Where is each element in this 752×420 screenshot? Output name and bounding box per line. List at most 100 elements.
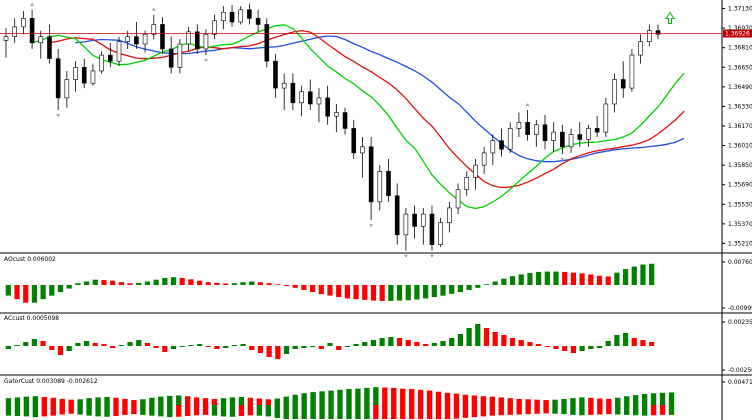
candle-body bbox=[473, 164, 478, 178]
candle-body bbox=[560, 131, 565, 148]
candle-body bbox=[490, 140, 496, 154]
fractal-down-arrow bbox=[403, 254, 408, 258]
alligator-lips-line bbox=[31, 24, 685, 210]
candle-body bbox=[64, 79, 70, 99]
candle-body bbox=[264, 24, 270, 62]
candle bbox=[255, 9, 261, 32]
candle bbox=[142, 30, 148, 53]
buy-signal-arrow-icon bbox=[665, 11, 675, 24]
price-tick-label: 1.35850 bbox=[728, 162, 752, 169]
candle-body bbox=[177, 43, 183, 68]
candle-body bbox=[125, 36, 131, 42]
price-tick-label: 1.36810 bbox=[728, 45, 752, 52]
fractal-down-arrow bbox=[203, 59, 208, 63]
candle bbox=[420, 207, 426, 245]
fractal-up-arrow bbox=[30, 2, 35, 6]
price-tick-label: 1.35370 bbox=[728, 221, 752, 228]
candle-body bbox=[90, 70, 96, 84]
candle-body bbox=[168, 48, 174, 68]
candle bbox=[438, 217, 443, 248]
candle bbox=[290, 73, 296, 111]
candle-body bbox=[203, 33, 209, 50]
candle bbox=[638, 34, 643, 64]
candle bbox=[568, 128, 574, 153]
candle-body bbox=[290, 82, 296, 104]
candle-body bbox=[455, 189, 461, 209]
candle-body bbox=[212, 20, 217, 35]
candle bbox=[281, 73, 287, 111]
candle-body bbox=[186, 31, 191, 45]
ao-title: AOcust 0.006002 bbox=[4, 256, 56, 263]
candle-body bbox=[81, 66, 87, 84]
price-tick-label: 1.36490 bbox=[728, 84, 752, 91]
candle-body bbox=[647, 30, 652, 42]
candle bbox=[342, 107, 348, 135]
candle bbox=[394, 183, 400, 245]
candle bbox=[221, 6, 226, 30]
candle-body bbox=[525, 122, 530, 135]
candle bbox=[447, 201, 452, 233]
candle bbox=[464, 171, 470, 196]
candle-body bbox=[507, 128, 513, 150]
candle-body bbox=[134, 36, 139, 45]
candle bbox=[429, 205, 435, 251]
candlesticks bbox=[3, 3, 661, 251]
candle bbox=[334, 103, 339, 133]
candle-body bbox=[194, 31, 200, 50]
candle-body bbox=[577, 134, 583, 140]
candle-body bbox=[351, 128, 357, 154]
candle-body bbox=[394, 195, 400, 236]
candle-body bbox=[334, 112, 339, 117]
indicator-histograms bbox=[5, 263, 675, 419]
candle bbox=[455, 183, 461, 215]
price-tick-label: 1.35210 bbox=[728, 240, 752, 247]
candle bbox=[177, 39, 183, 74]
candle-body bbox=[229, 11, 235, 23]
candle-body bbox=[403, 213, 409, 236]
candle bbox=[551, 122, 556, 152]
price-tick-label: 1.36170 bbox=[728, 123, 752, 130]
candle-body bbox=[255, 18, 261, 25]
candle-body bbox=[612, 79, 617, 105]
candle-body bbox=[386, 170, 391, 197]
candle bbox=[307, 79, 313, 111]
candle bbox=[212, 14, 217, 40]
candle-body bbox=[108, 54, 113, 62]
candle bbox=[586, 124, 591, 147]
candle-body bbox=[629, 54, 635, 89]
alligator-lines bbox=[31, 24, 685, 210]
candle bbox=[542, 114, 548, 150]
fractal-down-arrow bbox=[560, 158, 565, 162]
candle bbox=[577, 122, 583, 147]
candle bbox=[73, 61, 78, 92]
candle-body bbox=[21, 18, 26, 28]
candle bbox=[273, 53, 278, 98]
candle bbox=[560, 124, 565, 155]
candle-body bbox=[568, 134, 574, 148]
candle-body bbox=[377, 170, 383, 203]
candle-body bbox=[29, 18, 35, 44]
candle bbox=[90, 63, 96, 86]
candle-body bbox=[429, 213, 435, 245]
candle bbox=[316, 88, 322, 123]
candle bbox=[108, 42, 113, 68]
candle bbox=[238, 6, 244, 25]
candle bbox=[229, 4, 235, 27]
candle bbox=[168, 36, 174, 74]
candle bbox=[377, 165, 383, 211]
price-tick-label: 1.36650 bbox=[728, 64, 752, 71]
candle bbox=[507, 122, 513, 153]
candle bbox=[516, 112, 522, 138]
candle bbox=[21, 11, 26, 35]
fractal-up-arrow bbox=[525, 103, 530, 107]
candle-body bbox=[638, 41, 643, 56]
candle-body bbox=[499, 140, 504, 150]
candle-body bbox=[447, 207, 452, 223]
candle bbox=[603, 97, 609, 138]
candle-body bbox=[551, 131, 556, 141]
candle bbox=[481, 146, 487, 174]
candle-body bbox=[99, 54, 104, 72]
candle bbox=[490, 134, 496, 166]
candle bbox=[594, 116, 600, 138]
candle-body bbox=[603, 103, 609, 133]
